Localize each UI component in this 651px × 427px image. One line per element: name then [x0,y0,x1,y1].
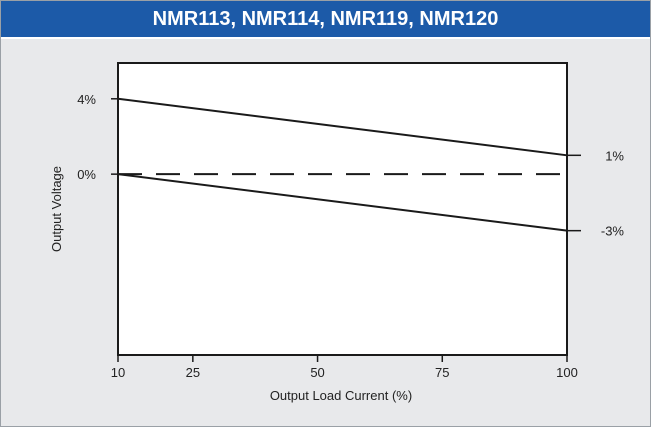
x-axis-label: Output Load Current (%) [270,388,412,403]
x-tick-label-1: 25 [186,365,200,380]
end-label-0: 1% [605,148,624,163]
x-tick-label-2: 50 [310,365,324,380]
end-label-1: -3% [601,224,625,239]
chart-title: NMR113, NMR114, NMR119, NMR120 [1,1,650,39]
series-line-0 [117,97,568,157]
x-tick-label-3: 75 [435,365,449,380]
y-axis-label: Output Voltage [49,166,64,252]
y-tick-label-1: 0% [77,167,96,182]
x-tick-label-0: 10 [111,365,125,380]
y-tick-label-0: 4% [77,92,96,107]
x-tick-label-4: 100 [556,365,578,380]
plot-area [117,62,568,356]
series-line-1 [117,173,568,232]
